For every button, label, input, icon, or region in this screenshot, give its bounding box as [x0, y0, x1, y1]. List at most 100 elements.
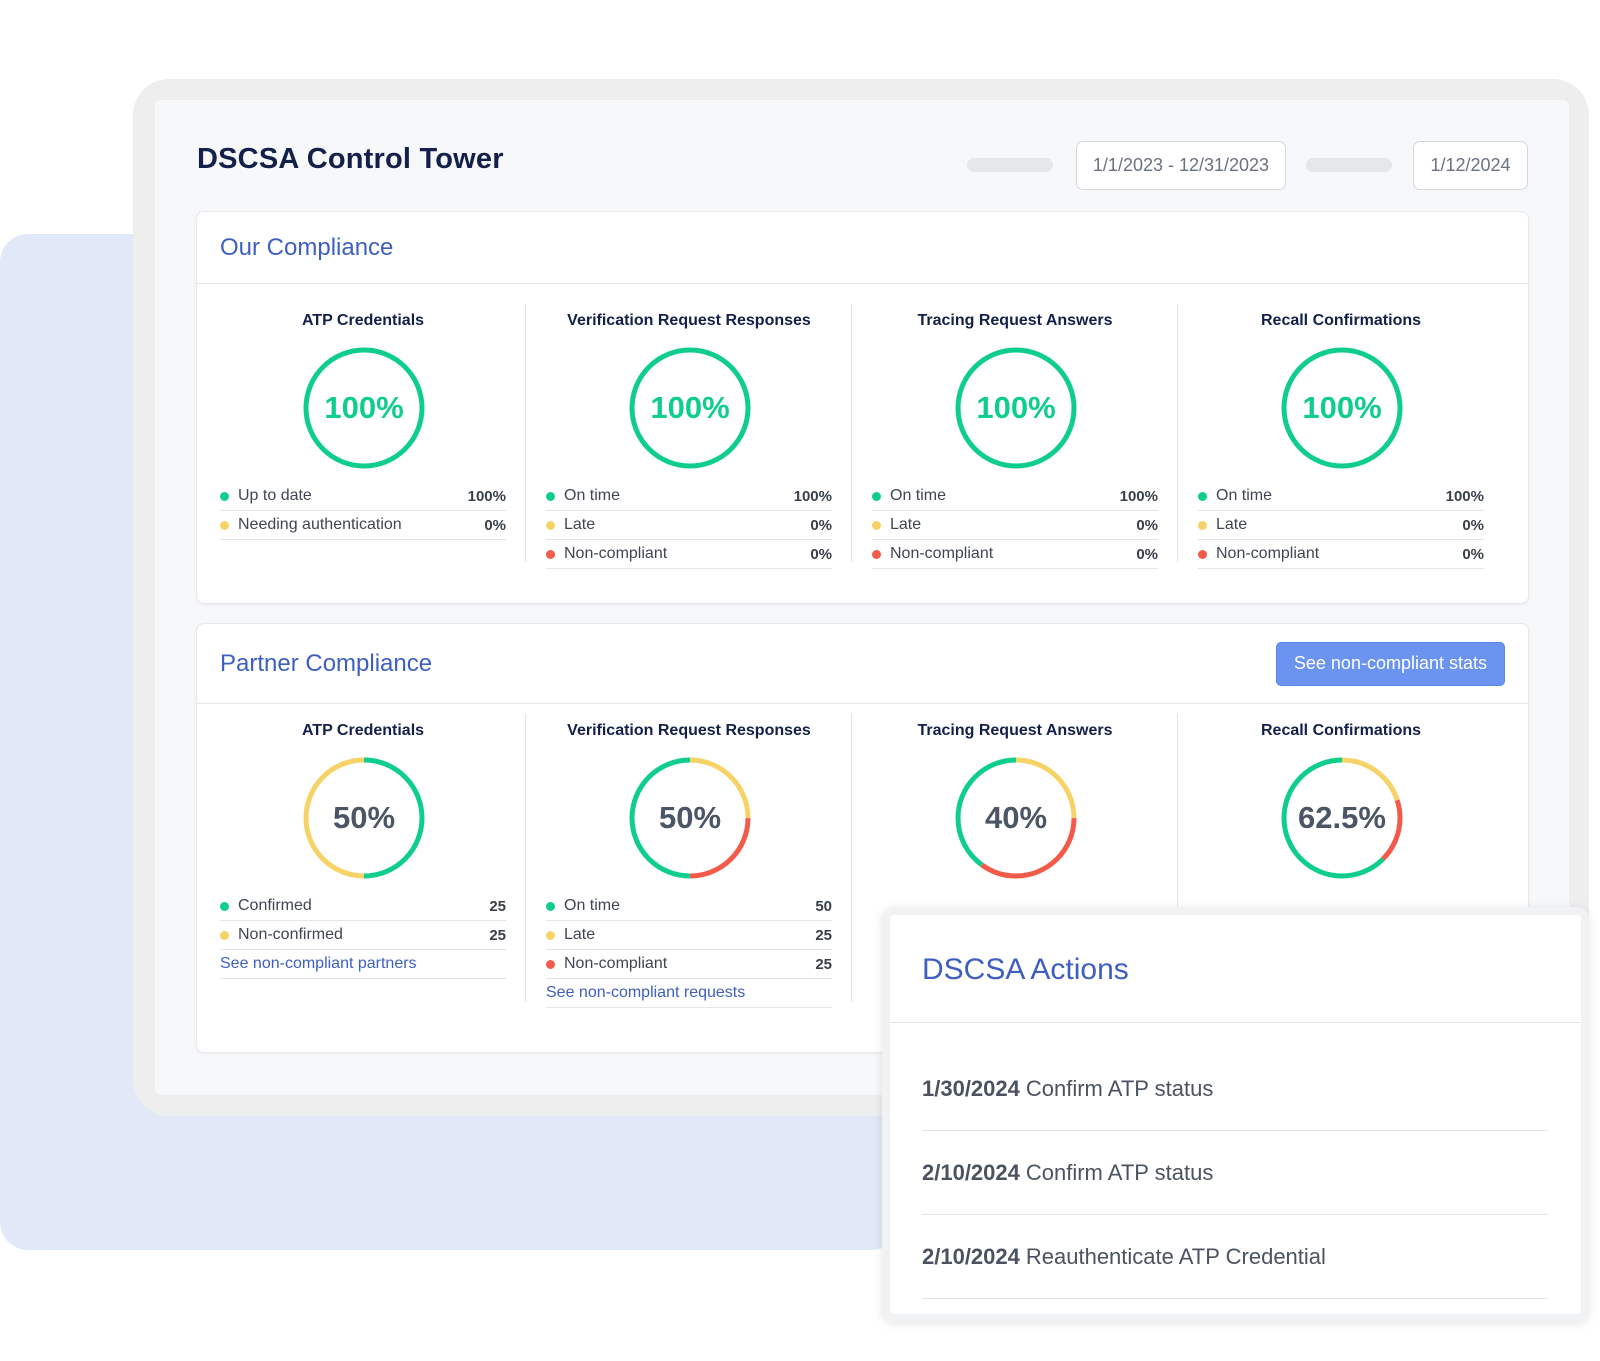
- legend-row-late: Late 0%: [546, 511, 832, 540]
- yellow-dot-icon: [546, 520, 555, 530]
- ring-segment-green: [303, 347, 425, 469]
- card-header: Our Compliance: [197, 212, 1528, 284]
- card-header: Partner Compliance See non-compliant sta…: [197, 624, 1528, 704]
- actions-title: DSCSA Actions: [922, 953, 1129, 986]
- legend-value: 0%: [810, 545, 832, 563]
- ring-segment-red: [955, 757, 1077, 879]
- see-non-compliant-partners-link[interactable]: See non-compliant partners: [220, 950, 506, 979]
- action-date: 1/30/2024: [922, 1075, 1020, 1101]
- page-title: DSCSA Control Tower: [197, 143, 504, 175]
- ring-segment-green: [629, 757, 751, 879]
- metric-legend: On time 50 Late 25 Non-compliant 25 See non-co…: [546, 892, 832, 1008]
- legend-row-on-time: On time 100%: [546, 482, 832, 511]
- yellow-dot-icon: [220, 520, 229, 530]
- ring-segment-green: [629, 347, 751, 469]
- metric-legend: Confirmed 25 Non-confirmed 25 See non-compli…: [220, 892, 506, 979]
- legend-value: 0%: [1136, 545, 1158, 563]
- our-compliance-card: Our Compliance ATP Credentials 100% Up to …: [196, 211, 1529, 604]
- action-date: 2/10/2024: [922, 1159, 1020, 1185]
- ring-segment-red: [629, 757, 751, 879]
- column-divider: [525, 304, 526, 562]
- action-date: 2/10/2024: [922, 1243, 1020, 1269]
- legend-value: 0%: [484, 516, 506, 534]
- ring-segment-green: [955, 757, 1077, 879]
- date-range-picker[interactable]: 1/1/2023 - 12/31/2023: [1076, 141, 1286, 190]
- legend-label: On time: [564, 897, 621, 914]
- legend-value: 25: [815, 955, 832, 973]
- action-item[interactable]: 1/30/2024 Confirm ATP status: [922, 1047, 1548, 1131]
- action-text: Confirm ATP status: [1025, 1075, 1214, 1101]
- legend-row-confirmed: Confirmed 25: [220, 892, 506, 921]
- ring-percent: 100%: [1302, 390, 1382, 425]
- see-non-compliant-stats-button[interactable]: See non-compliant stats: [1275, 641, 1505, 686]
- progress-ring: [629, 757, 751, 879]
- legend-value: 0%: [1136, 516, 1158, 534]
- legend-row-on-time: On time 100%: [1198, 482, 1484, 511]
- legend-label: Non-compliant: [564, 545, 668, 562]
- metric-verification-request-responses: Verification Request Responses 100% On tim…: [546, 312, 832, 569]
- legend-row-late: Late 0%: [872, 511, 1158, 540]
- legend-row-non-compliant: Non-compliant 0%: [872, 540, 1158, 569]
- metric-title: Tracing Request Answers: [917, 722, 1113, 739]
- ring-segment-red: [1281, 757, 1403, 879]
- placeholder-pill: [1306, 158, 1392, 172]
- legend-value: 100%: [467, 487, 506, 505]
- legend-label: Late: [890, 516, 922, 533]
- green-dot-icon: [546, 901, 555, 911]
- legend-row-non-confirmed: Non-confirmed 25: [220, 921, 506, 950]
- date-picker[interactable]: 1/12/2024: [1413, 141, 1528, 190]
- placeholder-pill: [967, 158, 1053, 172]
- ring-percent: 50%: [332, 800, 396, 835]
- legend-row-non-compliant: Non-compliant 0%: [546, 540, 832, 569]
- action-item[interactable]: 2/10/2024 Reauthenticate ATP Credential: [922, 1215, 1548, 1299]
- metric-title: ATP Credentials: [301, 312, 425, 329]
- legend-value: 0%: [1462, 545, 1484, 563]
- metric-atp-credentials: ATP Credentials 100% Up to date 100% Needing…: [220, 312, 506, 540]
- legend-value: 100%: [793, 487, 832, 505]
- legend-label: Non-compliant: [890, 545, 994, 562]
- legend-label: On time: [1216, 487, 1273, 504]
- yellow-dot-icon: [1198, 520, 1207, 530]
- metric-title: Recall Confirmations: [1260, 312, 1422, 329]
- metric-verification-request-responses: Verification Request Responses 50% On time…: [546, 722, 832, 1008]
- ring-segment-green: [1281, 347, 1403, 469]
- yellow-dot-icon: [220, 930, 229, 940]
- yellow-dot-icon: [872, 520, 881, 530]
- see-non-compliant-requests-link[interactable]: See non-compliant requests: [546, 979, 832, 1008]
- metric-recall-confirmations: Recall Confirmations 62.5%: [1198, 722, 1484, 879]
- legend-row-late: Late 25: [546, 921, 832, 950]
- metric-title: Recall Confirmations: [1260, 722, 1422, 739]
- legend-label: Confirmed: [238, 897, 312, 914]
- metric-title: Verification Request Responses: [567, 312, 811, 329]
- action-text: Reauthenticate ATP Credential: [1025, 1243, 1326, 1269]
- legend-label: Late: [1216, 516, 1248, 533]
- column-divider: [1177, 304, 1178, 562]
- action-item[interactable]: 2/10/2024 Confirm ATP status: [922, 1131, 1548, 1215]
- legend-row-needing-authentication: Needing authentication 0%: [220, 511, 506, 540]
- legend-value: 0%: [1462, 516, 1484, 534]
- dscsa-actions-card: DSCSA Actions 1/30/2024 Confirm ATP stat…: [882, 907, 1589, 1322]
- green-dot-icon: [546, 491, 555, 501]
- metric-title: Tracing Request Answers: [917, 312, 1113, 329]
- yellow-dot-icon: [546, 930, 555, 940]
- legend-label: Up to date: [238, 487, 312, 504]
- action-text: Confirm ATP status: [1025, 1159, 1214, 1185]
- legend-value: 25: [815, 926, 832, 944]
- legend-value: 25: [489, 897, 506, 915]
- metric-tracing-request-answers: Tracing Request Answers 100% On time 100% La…: [872, 312, 1158, 569]
- legend-value: 0%: [810, 516, 832, 534]
- legend-value: 50: [815, 897, 832, 915]
- card-title: Our Compliance: [220, 233, 394, 261]
- red-dot-icon: [546, 549, 555, 559]
- ring-percent: 100%: [976, 390, 1056, 425]
- column-divider: [525, 714, 526, 1002]
- legend-row-non-compliant: Non-compliant 0%: [1198, 540, 1484, 569]
- progress-ring: [303, 757, 425, 879]
- column-divider: [851, 714, 852, 1002]
- green-dot-icon: [1198, 491, 1207, 501]
- metric-legend: On time 100% Late 0% Non-compliant 0%: [872, 482, 1158, 569]
- legend-row-on-time: On time 100%: [872, 482, 1158, 511]
- red-dot-icon: [546, 959, 555, 969]
- metric-tracing-request-answers: Tracing Request Answers 40%: [872, 722, 1158, 879]
- green-dot-icon: [220, 901, 229, 911]
